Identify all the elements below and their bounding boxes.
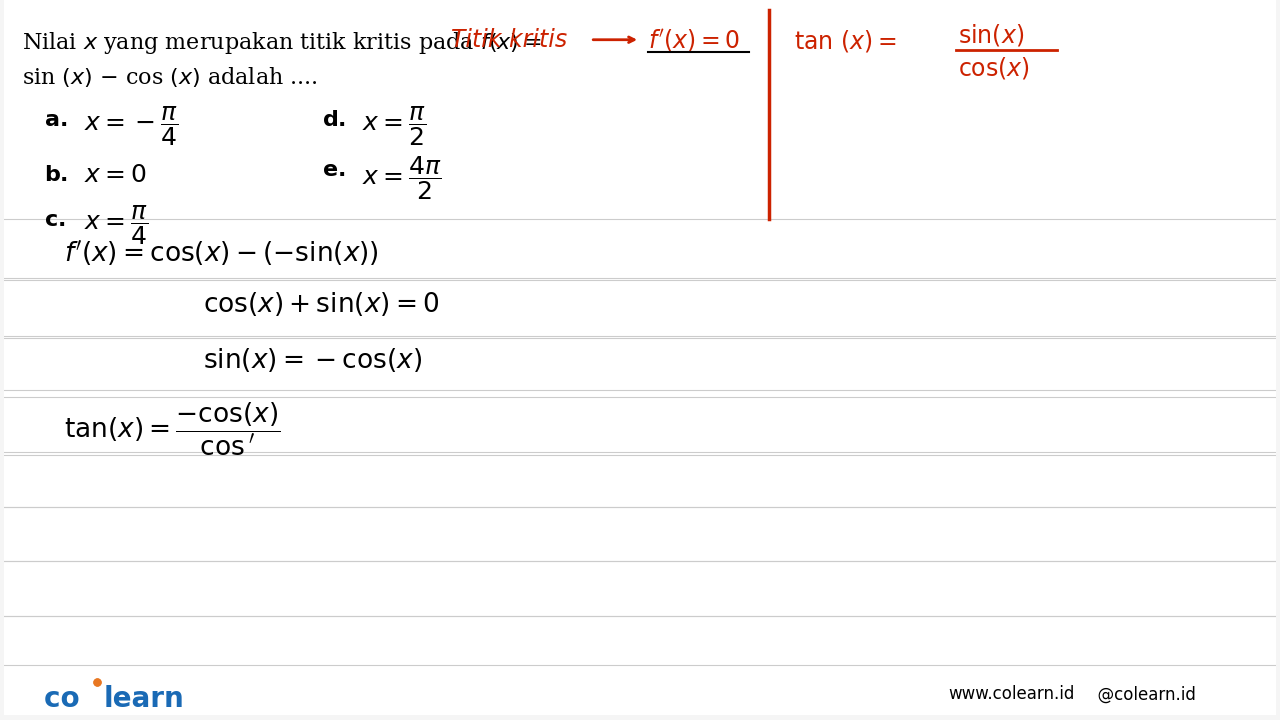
Text: $\mathbf{a.}$: $\mathbf{a.}$	[44, 109, 68, 131]
Text: $\cos(x) + \sin(x) = 0$: $\cos(x) + \sin(x) = 0$	[204, 290, 439, 318]
Text: $\mathrm{sin}(x)$: $\mathrm{sin}(x)$	[957, 22, 1024, 48]
Text: Titik kritis: Titik kritis	[452, 28, 567, 52]
Text: www.colearn.id: www.colearn.id	[948, 685, 1074, 703]
Text: $\sin(x) = -\cos(x)$: $\sin(x) = -\cos(x)$	[204, 346, 422, 374]
Text: $x = \dfrac{4\pi}{2}$: $x = \dfrac{4\pi}{2}$	[362, 154, 442, 202]
Text: $\mathbf{e.}$: $\mathbf{e.}$	[323, 159, 346, 181]
Text: $x = -\dfrac{\pi}{4}$: $x = -\dfrac{\pi}{4}$	[83, 104, 178, 148]
Text: $f'(x) = \cos(x) - (-\sin(x))$: $f'(x) = \cos(x) - (-\sin(x))$	[64, 238, 379, 269]
Text: Nilai $x$ yang merupakan titik kritis pada $f(x)=$: Nilai $x$ yang merupakan titik kritis pa…	[22, 30, 541, 55]
Text: $\mathrm{cos}(x)$: $\mathrm{cos}(x)$	[957, 55, 1030, 81]
Text: $\mathbf{b.}$: $\mathbf{b.}$	[44, 164, 68, 186]
Text: $x = \dfrac{\pi}{2}$: $x = \dfrac{\pi}{2}$	[362, 104, 426, 148]
Text: $x = \dfrac{\pi}{4}$: $x = \dfrac{\pi}{4}$	[83, 204, 148, 248]
Text: $\mathbf{d.}$: $\mathbf{d.}$	[323, 109, 346, 131]
Text: learn: learn	[104, 685, 184, 714]
Text: $\mathrm{tan}\ (x) =$: $\mathrm{tan}\ (x) =$	[794, 28, 896, 54]
FancyBboxPatch shape	[4, 0, 1276, 715]
Text: @colearn.id: @colearn.id	[1087, 685, 1196, 703]
Text: sin $(x)$ $-$ cos $(x)$ adalah ....: sin $(x)$ $-$ cos $(x)$ adalah ....	[22, 65, 319, 89]
Text: $\tan(x) = \dfrac{-\cos(x)}{\cos'}$: $\tan(x) = \dfrac{-\cos(x)}{\cos'}$	[64, 400, 280, 457]
Text: co: co	[44, 685, 90, 714]
Text: $x = 0$: $x = 0$	[83, 164, 146, 187]
Text: $f'(x) = 0$: $f'(x) = 0$	[648, 28, 740, 55]
Text: $\mathbf{c.}$: $\mathbf{c.}$	[44, 209, 65, 230]
